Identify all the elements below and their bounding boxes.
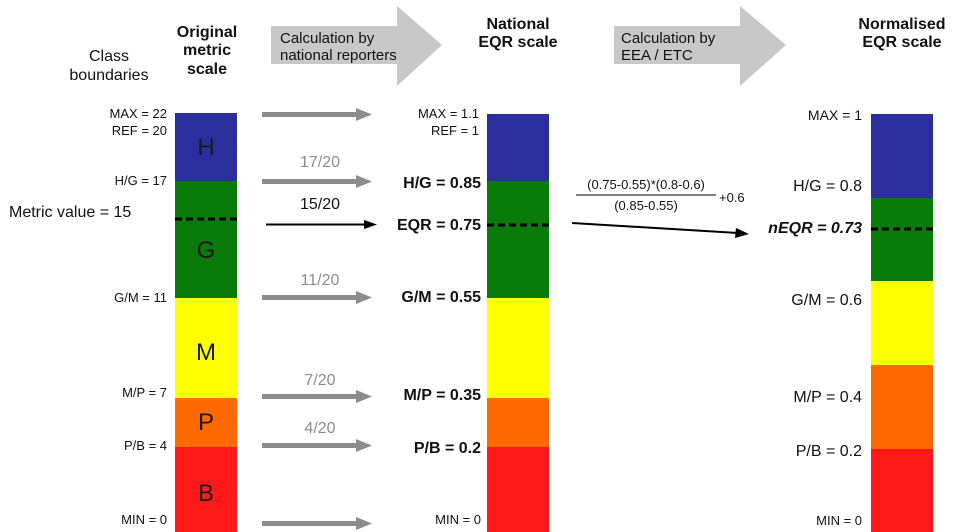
nat-pb-label: P/B = 0.2 xyxy=(413,440,481,457)
orig-metric-value-label: Metric value = 15 xyxy=(9,204,132,221)
norm-band-good xyxy=(871,198,933,281)
formula-denominator: (0.85-0.55) xyxy=(614,198,678,213)
norm-gm-label: G/M = 0.6 xyxy=(791,292,862,309)
orig-band-good xyxy=(175,181,237,298)
nat-ref-label: REF = 1 xyxy=(430,123,479,138)
conversion-arrow-gm xyxy=(262,291,372,304)
orig-min-label: MIN = 0 xyxy=(121,512,167,527)
nat-band-good xyxy=(487,181,549,298)
nat-min-label: MIN = 0 xyxy=(435,512,481,527)
orig-band-moderate xyxy=(175,298,237,398)
conversion-arrow-max xyxy=(262,108,372,121)
norm-mp-label: M/P = 0.4 xyxy=(793,389,862,406)
national-scale-header: National EQR scale xyxy=(478,16,558,52)
formula-numerator: (0.75-0.55)*(0.8-0.6) xyxy=(587,177,705,192)
fraction-hg: 17/20 xyxy=(299,154,341,171)
norm-min-label: MIN = 0 xyxy=(816,513,862,528)
norm-band-moderate xyxy=(871,281,933,365)
fraction-gm: 11/20 xyxy=(300,272,340,289)
fraction-metric: 15/20 xyxy=(299,196,341,213)
metric-value-arrow xyxy=(266,220,377,229)
nat-gm-label: G/M = 0.55 xyxy=(401,289,481,306)
norm-neqr-label: nEQR = 0.73 xyxy=(768,220,862,237)
orig-band-bad xyxy=(175,447,237,532)
class-letter-moderate: M xyxy=(196,339,216,366)
orig-mp-label: M/P = 7 xyxy=(122,385,167,400)
orig-band-poor xyxy=(175,398,237,447)
norm-band-bad xyxy=(871,449,933,532)
calc-national-label: Calculation by national reporters xyxy=(280,30,397,65)
original-scale-header: Original metric scale xyxy=(176,24,238,78)
norm-band-high xyxy=(871,114,933,198)
norm-pb-label: P/B = 0.2 xyxy=(795,443,862,460)
nat-band-high xyxy=(487,114,549,181)
class-letter-good: G xyxy=(196,237,216,264)
orig-band-high xyxy=(175,113,237,181)
conversion-arrow-pb xyxy=(262,439,372,452)
formula-addend: +0.6 xyxy=(719,190,745,205)
calc-eea-label: Calculation by EEA / ETC xyxy=(621,30,716,65)
orig-hg-label: H/G = 17 xyxy=(114,173,167,188)
orig-gm-label: G/M = 11 xyxy=(114,290,167,305)
class-letter-bad: B xyxy=(197,480,214,507)
orig-pb-label: P/B = 4 xyxy=(124,438,167,453)
header-arrow-eea xyxy=(614,6,786,86)
orig-ref-label: REF = 20 xyxy=(111,123,167,138)
nat-band-bad xyxy=(487,447,549,532)
nat-band-moderate xyxy=(487,298,549,398)
norm-hg-label: H/G = 0.8 xyxy=(793,178,862,195)
norm-max-label: MAX = 1 xyxy=(807,107,862,123)
normalised-scale-header: Normalised EQR scale xyxy=(858,16,946,52)
nat-eqr-label: EQR = 0.75 xyxy=(396,217,481,234)
orig-max-label: MAX = 22 xyxy=(109,106,167,121)
class-boundaries-header: Class boundaries xyxy=(69,48,149,85)
fraction-mp: 7/20 xyxy=(304,372,336,389)
class-letter-poor: P xyxy=(197,409,214,436)
conversion-arrow-hg xyxy=(262,175,372,188)
class-letter-high: H xyxy=(197,134,215,161)
nat-band-poor xyxy=(487,398,549,447)
fraction-pb: 4/20 xyxy=(304,420,336,437)
normalisation-arrow xyxy=(571,222,749,238)
nat-hg-label: H/G = 0.85 xyxy=(403,175,481,192)
nat-mp-label: M/P = 0.35 xyxy=(403,387,481,404)
norm-band-poor xyxy=(871,365,933,449)
conversion-arrow-min xyxy=(262,517,372,530)
nat-max-label: MAX = 1.1 xyxy=(417,106,479,121)
conversion-arrow-mp xyxy=(262,390,372,403)
header-arrow-national xyxy=(271,6,442,86)
